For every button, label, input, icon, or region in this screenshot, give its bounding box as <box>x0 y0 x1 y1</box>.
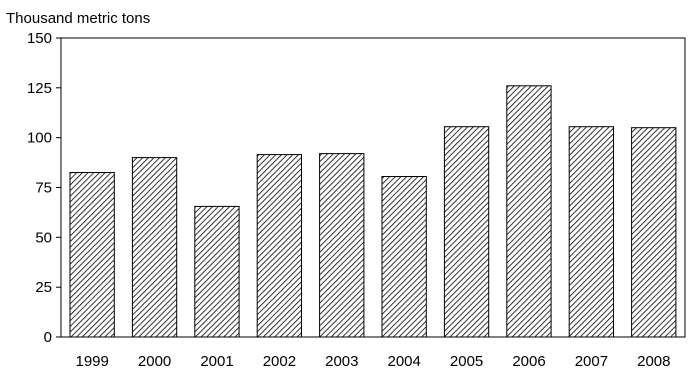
y-tick-label: 100 <box>27 130 52 147</box>
x-axis-ticks: 1999 2000 2001 2002 2003 2004 2005 2006 2007 2008 <box>76 353 671 370</box>
x-tick-label: 2006 <box>512 353 545 370</box>
bar-2005 <box>443 126 490 338</box>
bar-1999 <box>69 172 115 338</box>
x-tick-label: 2001 <box>200 353 233 370</box>
y-tick-label: 50 <box>35 229 52 246</box>
y-tick-label: 25 <box>35 279 52 296</box>
bar-2002 <box>256 154 303 338</box>
bar-2001 <box>194 205 240 338</box>
x-tick-label: 2008 <box>637 353 670 370</box>
y-axis-title: Thousand metric tons <box>6 10 150 27</box>
y-tick-label: 75 <box>35 180 52 197</box>
x-tick-label: 2002 <box>263 353 296 370</box>
bar-2006 <box>506 85 552 338</box>
bar-2004 <box>381 176 427 338</box>
bar-2000 <box>131 157 178 338</box>
y-tick-label: 125 <box>27 80 52 97</box>
bars-group <box>69 85 677 338</box>
x-tick-label: 2000 <box>138 353 171 370</box>
y-tick-label: 150 <box>27 30 52 47</box>
x-tick-label: 2007 <box>575 353 608 370</box>
x-tick-label: 2003 <box>325 353 358 370</box>
x-tick-label: 2004 <box>388 353 421 370</box>
y-axis-ticks: 0 25 50 75 100 125 150 <box>27 30 61 346</box>
bar-2003 <box>319 153 365 338</box>
bar-2007 <box>568 126 615 338</box>
x-tick-label: 2005 <box>450 353 483 370</box>
bar-2008 <box>631 127 677 338</box>
x-tick-label: 1999 <box>76 353 109 370</box>
y-tick-label: 0 <box>44 329 52 346</box>
